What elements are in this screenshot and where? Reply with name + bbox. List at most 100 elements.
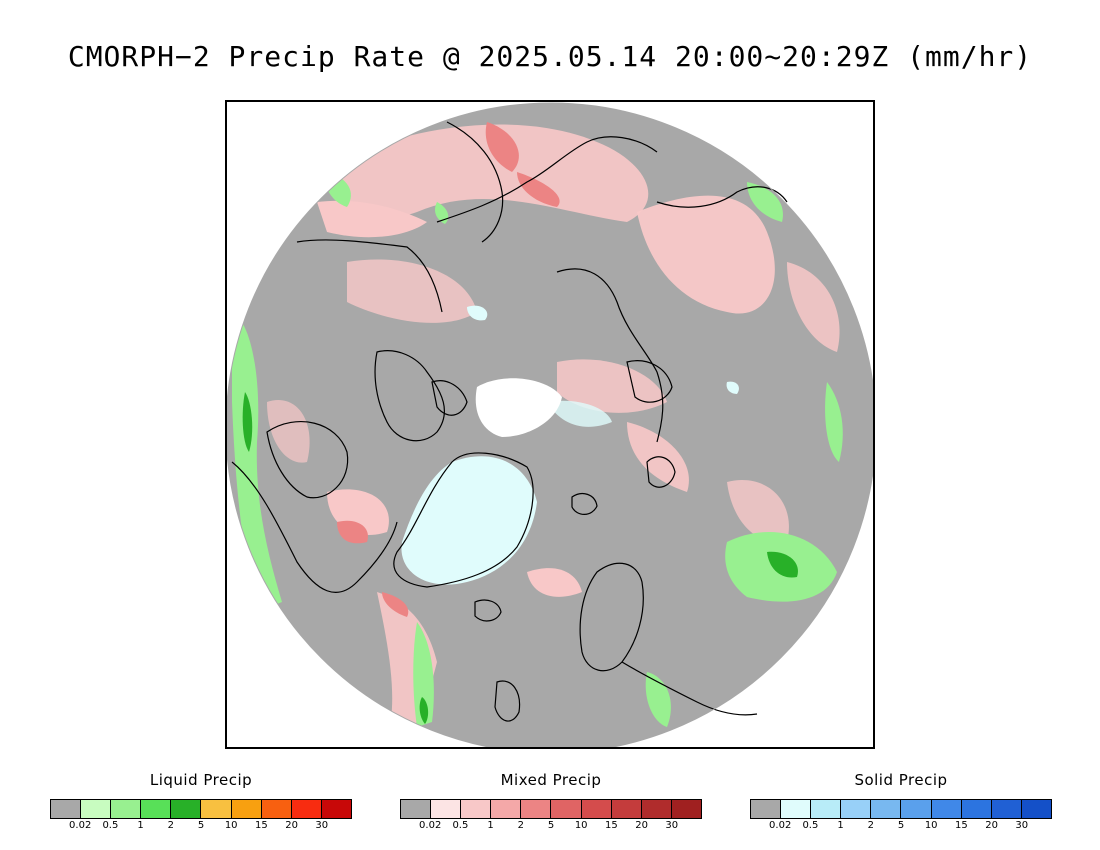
- mixed-precip-area: [485, 122, 519, 172]
- legend-solid-precip: Solid Precip 0.02 0.5 1 2 5 10 15 20 30: [750, 770, 1052, 834]
- legend-tick-label: 2: [167, 820, 174, 831]
- legend-swatch: [901, 800, 932, 818]
- legend-swatch: [431, 800, 462, 818]
- legend-swatch: [551, 800, 582, 818]
- canadian-archipelago-coastline: [374, 350, 446, 442]
- liquid-precip-area: [825, 382, 843, 462]
- solid-precip-area: [467, 305, 488, 321]
- bering-strait-coastline: [446, 121, 504, 243]
- legend-tick-label: 0.02: [69, 820, 92, 831]
- legend-tick-label: 15: [955, 820, 968, 831]
- solid-precip-area: [726, 381, 739, 394]
- novaya-zemlya-coastline: [646, 456, 676, 488]
- legend-swatch: [961, 800, 992, 818]
- legend-ticks: 0.02 0.5 1 2 5 10 15 20 30: [750, 820, 1052, 834]
- mixed-precip-area: [517, 172, 560, 207]
- mixed-precip-areas: [267, 124, 840, 742]
- legend-swatch: [611, 800, 642, 818]
- map-disk-outline: [227, 102, 873, 747]
- legend-tick-label: 1: [837, 820, 844, 831]
- legend-swatch: [201, 800, 232, 818]
- iceland-coastline: [474, 599, 502, 622]
- mixed-precip-area: [337, 124, 649, 222]
- legend-swatch: [781, 800, 812, 818]
- legend-tick-label: 0.02: [419, 820, 442, 831]
- liquid-precip-area: [434, 202, 449, 224]
- legend-tick-label: 20: [985, 820, 998, 831]
- map-frame: [225, 100, 875, 749]
- legend-tick-label: 1: [487, 820, 494, 831]
- mixed-precip-area: [382, 592, 409, 617]
- north-america-coastline: [231, 461, 398, 593]
- liquid-precip-area: [242, 392, 253, 452]
- legend-tick-label: 0.5: [802, 820, 819, 831]
- legend-tick-label: 0.5: [452, 820, 469, 831]
- liquid-precip-area: [747, 182, 783, 222]
- liquid-precip-area: [419, 697, 429, 724]
- mixed-precip-area: [727, 480, 789, 543]
- legend-swatch: [291, 800, 322, 818]
- legend-color-bar: [400, 799, 702, 819]
- legend-swatch: [141, 800, 172, 818]
- legend-swatch: [321, 800, 351, 818]
- solid-precip-areas: [401, 305, 739, 585]
- legend-title: Mixed Precip: [500, 771, 602, 789]
- legend-swatch: [231, 800, 262, 818]
- legend-tick-label: 10: [224, 820, 238, 831]
- legend-tick-label: 15: [255, 820, 268, 831]
- legend-ticks: 0.02 0.5 1 2 5 10 15 20 30: [400, 820, 702, 834]
- legend-swatch: [751, 800, 782, 818]
- polar-precip-map: [227, 102, 873, 747]
- mixed-precip-area: [267, 400, 310, 463]
- taymyr-coastline: [626, 360, 673, 403]
- precip-field: [232, 122, 843, 742]
- legend-tick-label: 2: [517, 820, 524, 831]
- hudson-bay-coastline: [266, 421, 349, 499]
- legend-tick-label: 5: [897, 820, 905, 831]
- legend-ticks: 0.02 0.5 1 2 5 10 15 20 30: [50, 820, 352, 834]
- legend-tick-label: 1: [137, 820, 144, 831]
- legend-tick-label: 5: [197, 820, 205, 831]
- mixed-precip-intense: [337, 122, 560, 617]
- greenland-coastline: [393, 452, 534, 588]
- mixed-precip-area: [787, 262, 840, 352]
- legend-swatch: [871, 800, 902, 818]
- mixed-precip-area: [527, 568, 582, 597]
- siberia-coastline: [656, 186, 788, 208]
- legend-swatch: [811, 800, 842, 818]
- canadian-archipelago-coastline: [431, 380, 468, 416]
- legend-tick-label: 15: [605, 820, 618, 831]
- siberia-coastline: [436, 136, 658, 223]
- legend-swatch: [51, 800, 82, 818]
- legend-tick-label: 10: [924, 820, 938, 831]
- alaska-coastline: [296, 239, 443, 313]
- legend-tick-label: 0.02: [769, 820, 792, 831]
- legend-tick-label: 2: [867, 820, 874, 831]
- legend-tick-label: 10: [574, 820, 588, 831]
- page-title: CMORPH−2 Precip Rate @ 2025.05.14 20:00~…: [67, 40, 1033, 73]
- liquid-precip-intense: [242, 392, 798, 724]
- no-data-pole-region: [475, 378, 562, 437]
- legend-tick-label: 20: [285, 820, 298, 831]
- legend-tick-label: 20: [635, 820, 648, 831]
- legend-title: Solid Precip: [854, 771, 948, 789]
- europe-coastline: [621, 661, 758, 716]
- legend-tick-label: 0.5: [102, 820, 119, 831]
- legend-swatch: [491, 800, 522, 818]
- legend-swatch: [111, 800, 142, 818]
- legend-swatch: [401, 800, 432, 818]
- legend-swatch: [261, 800, 292, 818]
- solid-precip-area: [401, 456, 537, 585]
- legend-tick-label: 5: [547, 820, 555, 831]
- legend-swatch: [641, 800, 672, 818]
- legend-color-bar: [750, 799, 1052, 819]
- legend-swatch: [671, 800, 701, 818]
- mixed-precip-area: [337, 520, 368, 544]
- legend-swatch: [931, 800, 962, 818]
- legend-swatch: [81, 800, 112, 818]
- legend-swatch: [581, 800, 612, 818]
- legend-tick-label: 30: [665, 820, 679, 831]
- liquid-precip-area: [413, 622, 434, 727]
- mixed-precip-area: [317, 200, 427, 238]
